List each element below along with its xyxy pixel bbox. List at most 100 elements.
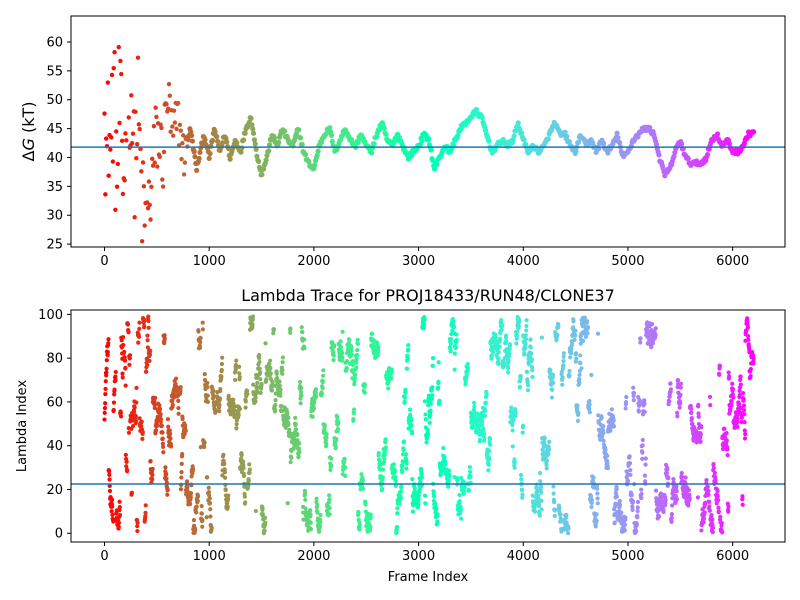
- lambda-point: [287, 427, 292, 433]
- delta-g-point: [714, 131, 721, 137]
- delta-g-point: [329, 138, 335, 145]
- lambda-point: [160, 430, 165, 435]
- lambda-point: [409, 418, 414, 423]
- lambda-point: [393, 475, 398, 480]
- lambda-point: [127, 356, 132, 361]
- delta-g-point: [115, 161, 121, 167]
- lambda-point: [519, 488, 525, 493]
- lambda-point: [117, 499, 122, 504]
- lambda-point: [737, 392, 742, 398]
- lambda-point: [176, 405, 181, 411]
- lambda-point: [549, 395, 555, 400]
- lambda-point: [484, 392, 489, 397]
- lambda-point: [422, 399, 427, 404]
- lambda-point: [398, 489, 404, 494]
- lambda-point: [603, 447, 608, 452]
- lambda-point: [409, 431, 415, 436]
- lambda-point: [355, 348, 360, 353]
- delta-g-point: [103, 192, 108, 197]
- lambda-point: [671, 476, 676, 482]
- lambda-point: [529, 351, 534, 356]
- delta-g-y-axis-label: ΔG (kT): [19, 102, 38, 162]
- lambda-trace-frame: [70, 309, 786, 543]
- lambda-point: [568, 355, 573, 360]
- lambda-point: [649, 344, 654, 350]
- lambda-point: [707, 508, 712, 513]
- lambda-point: [271, 327, 276, 332]
- lambda-point: [135, 520, 140, 525]
- lambda-point: [419, 475, 425, 480]
- delta-g-point: [147, 202, 152, 208]
- lambda-point: [389, 370, 394, 375]
- lambda-point: [107, 483, 112, 489]
- delta-g-point: [616, 139, 623, 146]
- delta-g-point: [521, 137, 527, 143]
- delta-g-point: [179, 156, 184, 162]
- lambda-point: [738, 405, 744, 411]
- lambda-point: [735, 419, 740, 425]
- lambda-point: [746, 337, 751, 342]
- lambda-point: [122, 349, 127, 354]
- lambda-point: [315, 502, 320, 508]
- lambda-point: [661, 509, 666, 515]
- lambda-point: [264, 377, 269, 382]
- lambda-point: [614, 487, 619, 492]
- lambda-point: [202, 440, 207, 445]
- delta-g-point: [139, 169, 144, 174]
- lambda-point: [480, 419, 485, 424]
- lambda-point: [129, 490, 135, 495]
- delta-g-point: [426, 136, 432, 142]
- lambda-point: [551, 500, 557, 505]
- lambda-point: [674, 489, 679, 494]
- lambda-point: [550, 372, 556, 378]
- lambda-point: [524, 323, 529, 329]
- lambda-point: [159, 423, 164, 428]
- lambda-point: [552, 513, 557, 519]
- lambda-point: [547, 439, 552, 444]
- lambda-point: [116, 520, 122, 525]
- lambda-trace-panel: Lambda Trace for PROJ18433/RUN48/CLONE37…: [15, 286, 786, 585]
- lambda-point: [281, 408, 286, 413]
- lambda-point: [640, 437, 645, 443]
- y-tick-label: 45: [46, 122, 63, 137]
- lambda-point: [556, 323, 561, 328]
- lambda-point: [416, 501, 421, 507]
- delta-g-point: [486, 138, 492, 144]
- lambda-point: [137, 326, 142, 331]
- lambda-point: [729, 400, 734, 405]
- lambda-point: [580, 331, 586, 336]
- delta-g-point: [685, 156, 691, 162]
- lambda-point: [447, 468, 452, 473]
- lambda-point: [550, 387, 555, 392]
- lambda-point: [623, 406, 628, 411]
- lambda-point: [320, 386, 325, 391]
- lambda-point: [207, 500, 213, 506]
- lambda-point: [608, 428, 613, 433]
- lambda-point: [119, 338, 124, 343]
- lambda-point: [322, 423, 327, 428]
- x-tick-label: 6000: [716, 549, 749, 564]
- lambda-point: [691, 438, 696, 443]
- lambda-point: [197, 345, 203, 350]
- lambda-point: [302, 345, 307, 351]
- lambda-point: [569, 341, 575, 346]
- lambda-point: [293, 415, 298, 420]
- lambda-point: [280, 360, 285, 365]
- lambda-point: [437, 398, 442, 403]
- lambda-point: [162, 333, 167, 338]
- lambda-point: [236, 412, 241, 418]
- delta-g-point: [119, 138, 125, 144]
- lambda-point: [219, 367, 224, 373]
- lambda-point: [298, 401, 303, 406]
- lambda-point: [354, 352, 360, 358]
- lambda-point: [195, 498, 200, 504]
- delta-g-point: [182, 160, 188, 165]
- lambda-point: [637, 400, 643, 406]
- delta-g-point: [134, 141, 140, 147]
- lambda-point: [707, 499, 712, 505]
- lambda-point: [241, 473, 247, 479]
- lambda-point: [160, 436, 165, 441]
- lambda-point: [428, 401, 433, 406]
- lambda-point: [678, 381, 684, 386]
- lambda-trace-title: Lambda Trace for PROJ18433/RUN48/CLONE37: [241, 286, 615, 305]
